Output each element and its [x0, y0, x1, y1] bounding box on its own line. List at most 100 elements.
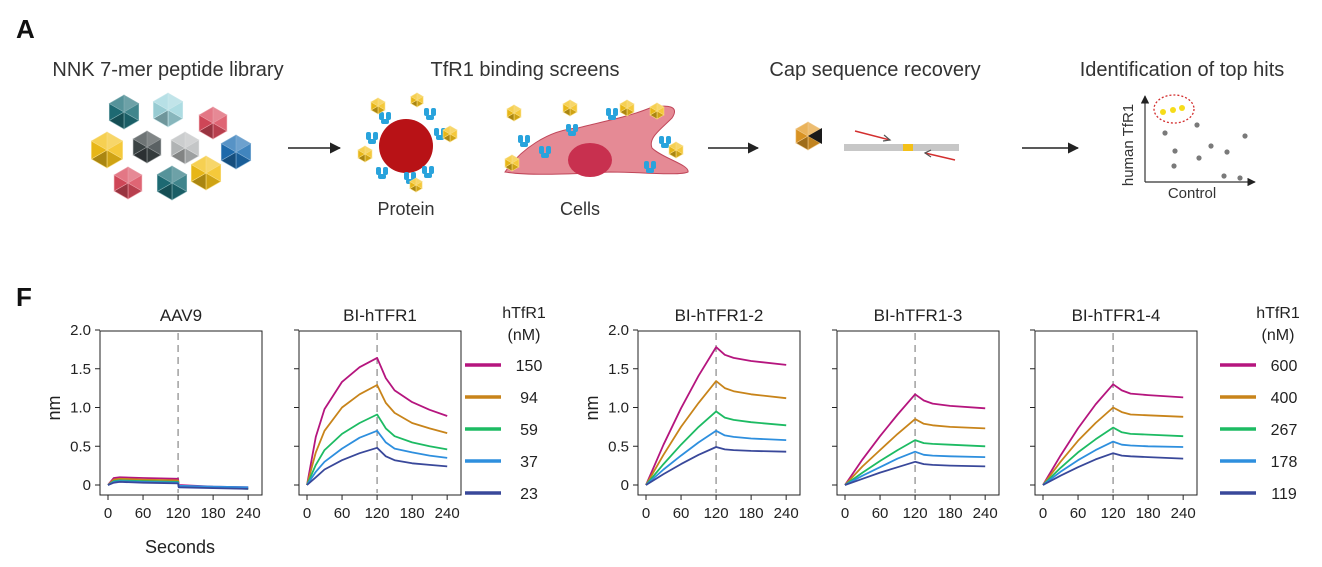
bli-charts: AAV9 0 60 120 180 240 0 0.5 1.0 1.5 2.0 nm BI-hTFR1 0…	[44, 306, 1198, 522]
y-tick-label: 0.5	[608, 438, 629, 455]
chart-title: BI-hTFR1-4	[1072, 306, 1161, 325]
binding-curve	[844, 450, 986, 486]
legend-hTfR1-low: hTfR1 (nM) 150 94 59 37 23	[465, 305, 546, 503]
open-capsid-wedge	[808, 128, 822, 144]
x-tick-label: 180	[400, 505, 425, 522]
receptor-lobe	[424, 173, 432, 178]
hits-highlight-ellipse	[1153, 94, 1195, 124]
receptor-lobe	[525, 135, 530, 143]
dna-strand	[844, 144, 959, 151]
scatter-y-label: human TfR1	[1120, 104, 1137, 186]
capsid-icon	[370, 97, 386, 115]
capsid-icon	[220, 134, 252, 170]
receptor-lobe	[666, 136, 671, 144]
cell-receptors	[504, 99, 684, 173]
binding-curve	[645, 429, 787, 486]
y-tick-label: 1.5	[608, 361, 629, 378]
step-4-title: Identification of top hits	[1080, 59, 1285, 81]
protein-screen-illustration	[357, 92, 458, 193]
capsid-facet	[132, 130, 148, 148]
x-tick-label: 60	[334, 505, 351, 522]
x-tick-label: 120	[704, 505, 729, 522]
receptor-icon	[539, 146, 551, 158]
receptor-lobe	[661, 143, 669, 148]
x-tick-label: 180	[201, 505, 226, 522]
x-tick-label: 120	[166, 505, 191, 522]
y-tick-label: 0	[621, 477, 629, 494]
forward-primer	[854, 130, 891, 141]
receptor-icon	[659, 136, 671, 148]
capsid-facet	[649, 102, 658, 112]
capsid-icon	[132, 130, 162, 164]
capsid-facet	[370, 97, 379, 107]
y-tick-label: 1.5	[70, 361, 91, 378]
protein-receptors	[357, 92, 458, 193]
capsid-icon	[198, 106, 228, 140]
binding-curve	[645, 410, 787, 486]
capsid-icon	[409, 177, 423, 193]
capsid-icon	[619, 99, 635, 117]
bli-chart: BI-hTFR1 0 60 120 180 240	[294, 306, 462, 522]
x-tick-label: 240	[236, 505, 261, 522]
bli-chart: BI-hTFR1-2 0 60 120 180 240 0 0.5 1.0 1.5 2.0 nm	[582, 306, 801, 522]
x-tick-label: 0	[104, 505, 112, 522]
capsid-facet	[562, 99, 571, 109]
capsid-icon	[170, 131, 200, 165]
capsid-icon	[152, 92, 184, 128]
binding-curve	[1042, 406, 1184, 486]
control-dot	[1237, 175, 1243, 181]
x-axis-label-seconds: Seconds	[145, 537, 215, 557]
receptor-lobe	[378, 174, 386, 179]
binding-curve	[1042, 426, 1184, 486]
capsid-icon	[795, 121, 821, 151]
panel-f-letter: F	[16, 282, 32, 312]
capsid-facet	[220, 134, 237, 153]
plot-frame	[637, 330, 801, 496]
receptor-lobe	[436, 135, 444, 140]
capsid-facet	[90, 131, 108, 151]
receptor-lobe	[379, 112, 384, 120]
x-tick-label: 240	[973, 505, 998, 522]
scatter-x-label: Control	[1168, 185, 1216, 202]
legend-label: 59	[520, 422, 538, 439]
plot-frame	[1034, 330, 1198, 496]
legend-unit: (nM)	[508, 327, 541, 344]
capsid-facet	[795, 121, 809, 137]
binding-curve	[1042, 383, 1184, 486]
cells-label: Cells	[560, 199, 600, 219]
capsid-facet	[190, 155, 207, 174]
reverse-primer	[924, 152, 956, 161]
capsid-icon	[156, 165, 188, 201]
recovered-capsid	[795, 121, 822, 151]
binding-curve	[844, 393, 986, 486]
receptor-lobe	[422, 166, 427, 174]
hit-dot	[1170, 107, 1176, 113]
capsid-library-illustration	[90, 92, 252, 201]
y-axis-label: nm	[582, 395, 602, 420]
receptor-lobe	[568, 131, 576, 136]
receptor-lobe	[646, 168, 654, 173]
receptor-lobe	[434, 128, 439, 136]
x-tick-label: 0	[642, 505, 650, 522]
plot-frame	[298, 330, 462, 496]
receptor-icon	[366, 132, 378, 144]
control-dot	[1221, 173, 1227, 179]
capsid-facet	[357, 145, 366, 155]
x-tick-label: 240	[1171, 505, 1196, 522]
receptor-lobe	[606, 108, 611, 116]
top-hits-scatter: human TfR1 Control	[1120, 94, 1256, 202]
capsid-facet	[619, 99, 628, 109]
binding-curve	[306, 429, 448, 486]
step-2-title: TfR1 binding screens	[431, 59, 620, 81]
chart-title: BI-hTFR1	[343, 306, 417, 325]
control-dot	[1242, 133, 1248, 139]
x-tick-label: 60	[673, 505, 690, 522]
protein-label: Protein	[377, 199, 434, 219]
cap-insert	[903, 144, 913, 151]
capsid-icon	[506, 104, 522, 122]
legend-hTfR1-high: hTfR1 (nM) 600 400 267 178 119	[1220, 305, 1300, 503]
receptor-lobe	[429, 166, 434, 174]
binding-curve	[844, 460, 986, 486]
binding-curve	[1042, 452, 1184, 486]
